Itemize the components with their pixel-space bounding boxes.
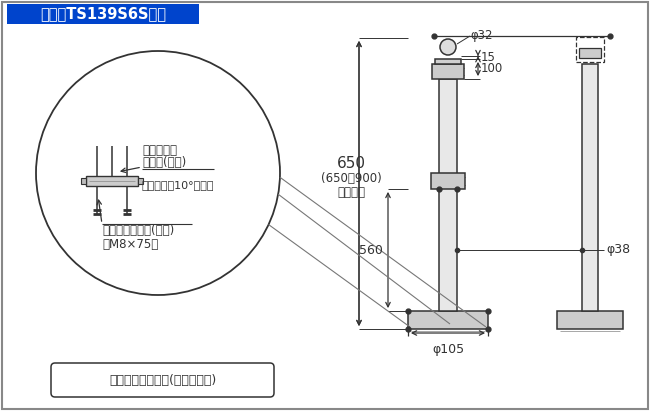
Text: アンカーボルト(同梱): アンカーボルト(同梱) [102, 224, 174, 237]
Bar [408, 311, 488, 329]
Bar [439, 79, 457, 311]
Bar [432, 64, 464, 79]
Bar [582, 64, 598, 311]
Circle shape [440, 39, 456, 55]
Bar [576, 37, 604, 62]
Bar [138, 178, 143, 184]
Bar [557, 311, 623, 329]
Bar [431, 173, 465, 189]
Text: 〈対応角度10°以内〉: 〈対応角度10°以内〉 [142, 180, 214, 190]
Circle shape [36, 51, 280, 295]
Text: 〈M8×75〉: 〈M8×75〉 [102, 238, 158, 251]
Text: 受支柱TS139S6S寸法: 受支柱TS139S6S寸法 [40, 7, 166, 21]
Text: (650〜900): (650〜900) [320, 172, 382, 185]
Text: 560: 560 [359, 243, 383, 256]
FancyBboxPatch shape [51, 363, 274, 397]
Bar [435, 59, 461, 64]
Text: 100: 100 [481, 62, 503, 76]
Text: φ105: φ105 [432, 343, 464, 356]
Text: φ32: φ32 [470, 28, 493, 42]
Text: φ38: φ38 [606, 243, 630, 256]
Text: 調整可能: 調整可能 [337, 186, 365, 199]
Bar [86, 176, 138, 186]
Bar [579, 48, 601, 58]
Text: 材質：ステンレス(鏡面仕上げ): 材質：ステンレス(鏡面仕上げ) [109, 374, 216, 386]
Bar [7, 4, 199, 24]
Text: 傾斜調整用: 傾斜調整用 [142, 144, 177, 157]
Text: 15: 15 [481, 51, 496, 64]
Text: 650: 650 [337, 156, 365, 171]
Text: ボルト(同梱): ボルト(同梱) [142, 156, 187, 169]
Bar [81, 178, 86, 184]
